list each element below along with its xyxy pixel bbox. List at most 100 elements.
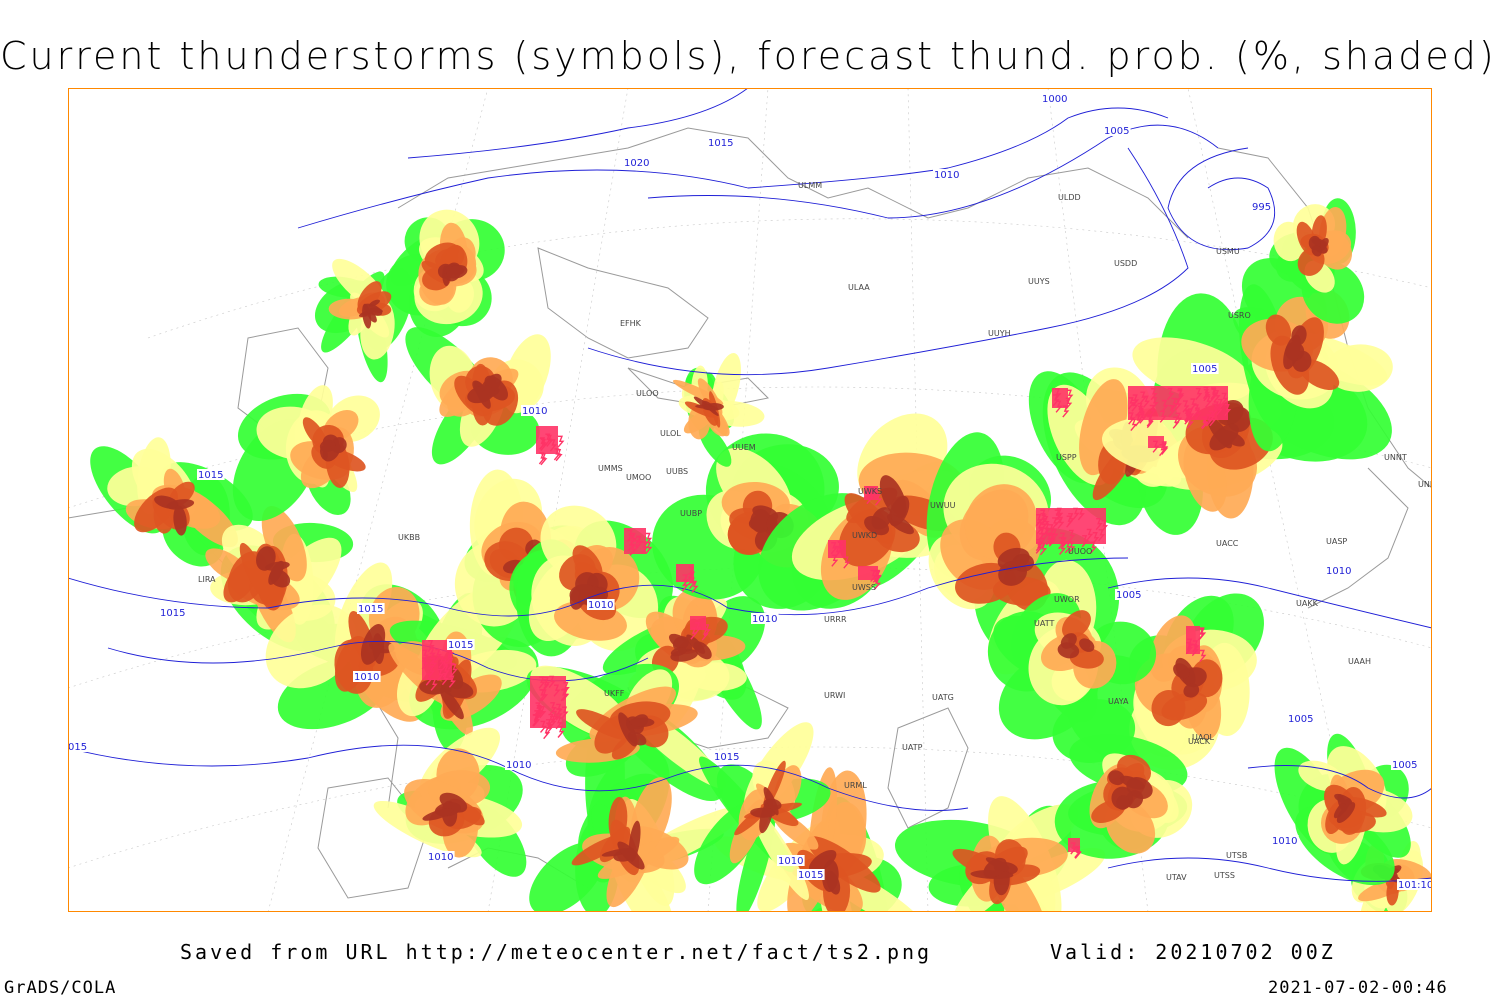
probability-shading	[90, 198, 1432, 912]
probability-blob	[446, 264, 468, 279]
thunderstorm-symbol	[1221, 392, 1229, 405]
probability-blob	[1209, 423, 1239, 451]
isobar-label: 1015	[798, 870, 823, 881]
station-label: UUYS	[1028, 277, 1050, 286]
probability-blob	[763, 787, 779, 816]
render-timestamp: 2021-07-02-00:46	[1268, 978, 1448, 998]
station-label: UKBB	[398, 533, 420, 542]
station-label: USRO	[1228, 311, 1251, 320]
current-thunderstorm-symbols	[421, 386, 1232, 859]
thunderstorm-symbol	[1051, 517, 1059, 530]
station-label: UWSS	[852, 583, 876, 592]
thunderstorm-symbol	[1168, 405, 1176, 418]
thunderstorm-cluster	[676, 564, 699, 593]
thunderstorm-symbol	[1167, 387, 1175, 401]
thunderstorm-symbol	[1171, 397, 1179, 410]
thunderstorm-symbol	[1131, 399, 1139, 412]
thunderstorm-symbol	[1189, 398, 1197, 411]
thunderstorm-symbol	[1055, 513, 1063, 526]
thunderstorm-symbol	[532, 714, 540, 727]
map-title: Current thunderstorms (symbols), forecas…	[0, 34, 1497, 78]
isobar-label-bg	[587, 599, 615, 610]
probability-blob	[997, 547, 1030, 571]
isobar-label-bg	[1191, 363, 1219, 374]
thunderstorm-symbol	[562, 688, 570, 701]
station-label: UWKD	[852, 531, 877, 540]
probability-blob	[1057, 642, 1080, 659]
station-label: UMOO	[626, 473, 651, 482]
thunderstorm-symbol	[1151, 397, 1159, 410]
thunderstorm-cluster	[858, 566, 882, 590]
thunderstorm-symbol	[548, 675, 556, 688]
thunderstorm-cluster	[1128, 386, 1232, 432]
isobar-label: 1010	[778, 856, 803, 867]
probability-blob	[484, 375, 508, 401]
thunderstorm-symbol	[1036, 521, 1044, 535]
thunderstorm-symbol	[540, 453, 548, 466]
thunderstorm-symbol	[1045, 533, 1053, 546]
isobar-label-bg	[797, 869, 825, 880]
isobar-label: 1010	[934, 170, 959, 181]
isobar-label: 1020	[624, 158, 649, 169]
thunderstorm-symbol	[1077, 508, 1085, 521]
probability-blob	[256, 546, 276, 571]
isobar-label-bg	[353, 671, 381, 682]
probability-blob	[693, 396, 712, 410]
thunderstorm-symbol	[1159, 443, 1167, 457]
probability-blob	[154, 495, 179, 509]
probability-blob	[629, 717, 655, 727]
probability-blob	[1119, 775, 1145, 790]
thunderstorm-symbol	[843, 556, 851, 569]
thunderstorm-symbol	[540, 438, 548, 451]
thunderstorm-symbol	[428, 665, 436, 678]
thunderstorm-symbol	[1199, 627, 1207, 640]
probability-blob	[617, 841, 645, 870]
isobar-label: 1000	[1042, 94, 1067, 105]
thunderstorm-symbol	[533, 710, 541, 723]
station-label: UUYH	[988, 329, 1011, 338]
thunderstorm-symbol	[428, 647, 436, 660]
isobar-label-bg	[933, 169, 961, 180]
thunderstorm-cluster	[690, 616, 711, 641]
probability-blob	[1116, 795, 1130, 810]
thunderstorm-symbol	[1040, 512, 1048, 526]
thunderstorm-symbol	[690, 627, 698, 640]
isobar-label: 1015	[198, 470, 223, 481]
isobar-label-bg	[623, 157, 651, 168]
probability-blob	[439, 687, 464, 720]
thunderstorm-symbol	[1066, 515, 1074, 528]
thunderstorm-symbol	[1130, 418, 1138, 432]
thunderstorm-symbol	[1201, 417, 1209, 430]
isobar-label-bg	[751, 613, 779, 624]
station-label: UATT	[1034, 619, 1054, 628]
thunderstorm-symbol	[1194, 407, 1202, 420]
station-label: UACC	[1216, 539, 1239, 548]
thunderstorm-symbol	[1211, 403, 1219, 416]
isobar-label: 1010	[354, 672, 379, 683]
isobar-label-bg	[1397, 879, 1432, 890]
isobar-label: 1005	[1104, 126, 1129, 137]
thunderstorm-symbol	[1184, 412, 1192, 425]
probability-blob	[808, 849, 837, 873]
thunderstorm-symbol	[1059, 532, 1067, 545]
thunderstorm-symbol	[1068, 529, 1076, 542]
thunderstorm-symbol	[1066, 389, 1074, 402]
probability-blob	[571, 834, 625, 866]
thunderstorm-symbol	[870, 569, 878, 583]
station-label: UACK	[1188, 737, 1211, 746]
probability-blob	[750, 509, 771, 533]
station-label: UATG	[932, 693, 954, 702]
probability-blob	[686, 634, 706, 654]
thunderstorm-symbol	[448, 675, 456, 688]
isobar-label-bg	[713, 751, 741, 762]
thunderstorm-symbol	[830, 542, 838, 555]
thunderstorm-symbol	[1217, 398, 1225, 411]
thunderstorm-symbol	[1195, 388, 1203, 401]
isobar-label-bg	[1287, 713, 1315, 724]
thunderstorm-symbol	[557, 725, 565, 738]
thunderstorm-symbol	[1199, 649, 1207, 662]
station-label: LIRA	[198, 575, 216, 584]
station-label: UTSS	[1214, 871, 1235, 880]
thunderstorm-symbol	[557, 435, 565, 448]
thunderstorm-symbol	[645, 532, 653, 545]
